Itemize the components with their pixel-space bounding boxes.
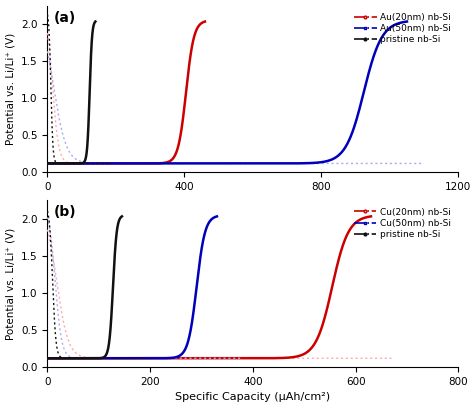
- Text: (a): (a): [53, 11, 76, 24]
- Legend: Cu(20nm) nb-Si, Cu(50nm) nb-Si, pristine nb-Si: Cu(20nm) nb-Si, Cu(50nm) nb-Si, pristine…: [350, 205, 453, 242]
- Legend: Au(20nm) nb-Si, Au(50nm) nb-Si, pristine nb-Si: Au(20nm) nb-Si, Au(50nm) nb-Si, pristine…: [351, 10, 453, 47]
- X-axis label: Specific Capacity (μAh/cm²): Specific Capacity (μAh/cm²): [175, 392, 330, 402]
- Y-axis label: Potential vs. Li/Li⁺ (V): Potential vs. Li/Li⁺ (V): [6, 228, 16, 340]
- Text: (b): (b): [53, 205, 76, 220]
- Y-axis label: Potential vs. Li/Li⁺ (V): Potential vs. Li/Li⁺ (V): [6, 33, 16, 145]
